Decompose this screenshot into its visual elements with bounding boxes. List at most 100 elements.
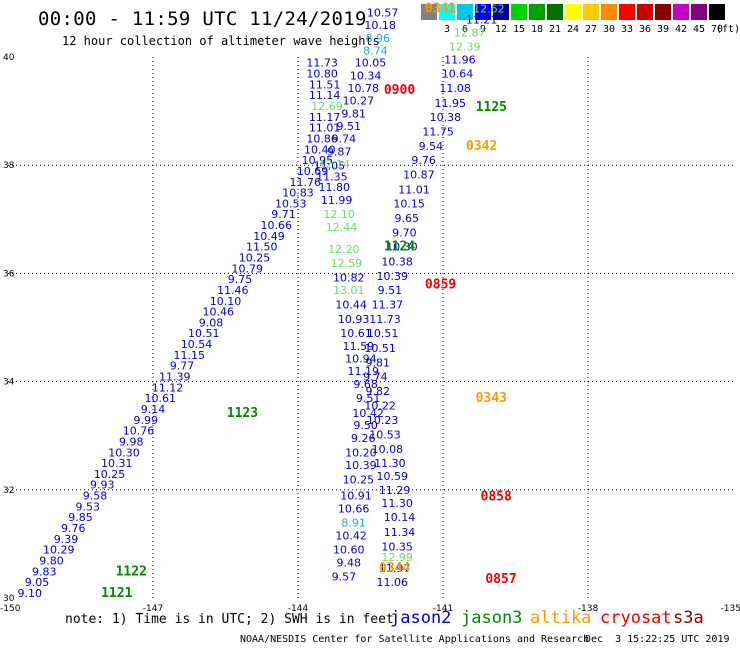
wave-height-reading: 10.34 [350,70,382,83]
wave-height-reading: 12.87 [454,26,486,39]
lon-tick-label: -144 [288,604,309,614]
pass-time-label: 1121 [101,586,132,601]
wave-height-reading: 9.54 [419,140,444,153]
wave-height-reading: 9.39 [54,533,79,546]
wave-height-reading: 11.75 [422,125,454,138]
legend-label: 33 [620,24,634,35]
sat-label-altika: altika [530,608,592,628]
wave-height-reading: 12.20 [328,243,360,256]
legend-swatch [439,4,455,20]
legend-label: 36 [638,24,652,35]
wave-height-reading: 11.21 [466,13,498,26]
legend-label: 39 [656,24,670,35]
wave-height-reading: 11.59 [343,340,375,353]
wave-height-reading: 10.51 [364,342,396,355]
wave-height-reading: 9.51 [378,284,403,297]
legend-swatch [691,4,707,20]
pass-time-label: 0858 [481,490,512,505]
wave-height-reading: 10.82 [333,272,365,285]
lon-tick-label: -138 [578,604,599,614]
wave-height-reading: 11.01 [309,122,341,135]
wave-height-reading: 9.99 [134,414,159,427]
wave-height-reading: 10.66 [338,503,370,516]
wave-height-reading: 11.14 [309,89,341,102]
wave-height-reading: 9.93 [90,479,115,492]
wave-height-reading: 9.53 [76,500,101,513]
wave-height-reading: 9.80 [39,554,64,567]
wave-height-reading: 10.39 [345,459,377,472]
legend-swatch [529,4,545,20]
wave-height-reading: 12.99 [381,551,413,564]
wave-height-reading: 10.15 [393,197,425,210]
wave-height-reading: 10.83 [282,187,314,200]
wave-height-reading: 9.50 [353,419,378,432]
wave-height-reading: 10.57 [367,6,399,19]
wave-height-reading: 9.81 [341,108,366,121]
legend-label: 24 [566,24,580,35]
wave-height-reading: 11.95 [435,97,467,110]
legend-swatch [637,4,653,20]
wave-height-reading: 10.38 [381,255,413,268]
wave-height-reading: 11.29 [379,484,411,497]
wave-height-reading: 11.30 [374,457,406,470]
lat-tick-label: 36 [3,269,15,279]
wave-height-reading: 11.39 [159,371,191,384]
wave-height-reading: 10.22 [364,400,396,413]
wave-height-reading: 10.29 [43,544,75,557]
wave-height-reading: 10.35 [381,540,413,553]
wave-height-reading: 10.59 [377,470,409,483]
wave-height-reading: 10.87 [403,169,435,182]
legend-swatch [583,4,599,20]
wave-height-reading: 11.46 [217,284,249,297]
wave-height-reading: 11.15 [174,349,206,362]
pass-time-label: 0341 [425,2,456,17]
pass-time-label: 1125 [476,100,507,115]
wave-height-reading: 10.08 [372,443,404,456]
wave-height-reading: 11.06 [377,576,409,589]
wave-height-reading: 11.99 [321,194,353,207]
legend-swatch [421,4,437,20]
wave-height-reading: 8.91 [341,517,366,530]
wave-height-reading: 9.57 [332,571,357,584]
wave-height-reading: 12.10 [323,208,355,221]
map-title: 00:00 - 11:59 UTC 11/24/2019 [38,8,367,30]
wave-height-reading: 11.01 [398,183,430,196]
lat-tick-label: 38 [3,161,15,171]
wave-height-reading: 12.44 [326,221,358,234]
sat-label-cryosat: cryosat [600,608,672,628]
lon-tick-label: -141 [433,604,453,614]
wave-height-reading: 12.62 [473,3,505,16]
wave-height-reading: 9.58 [83,490,108,503]
wave-height-reading: 9.48 [337,557,362,570]
wave-height-reading: 9.26 [351,432,376,445]
legend-swatch [709,4,725,20]
pass-time-label: 0857 [485,572,516,587]
wave-height-reading: 10.30 [386,241,418,254]
wave-height-reading: 11.30 [381,497,413,510]
wave-height-reading: 11.97 [379,562,411,575]
legend-swatch [547,4,563,20]
wave-height-reading: 10.18 [364,19,396,32]
wave-height-reading: 11.50 [246,241,278,254]
legend-label: 3 [443,24,451,35]
wave-height-reading: 9.85 [68,511,93,524]
wave-height-reading: 8.74 [363,44,388,57]
wave-height-reading: 10.25 [239,251,271,264]
wave-height-reading: 10.20 [345,446,377,459]
legend-swatch [493,4,509,20]
legend-swatch [655,4,671,20]
wave-height-reading: 11.08 [439,82,471,95]
wave-height-reading: 10.44 [335,299,367,312]
wave-height-reading: 10.42 [335,530,367,543]
wave-height-reading: 9.14 [141,403,166,416]
sat-label-s3a: s3a [673,608,704,628]
wave-height-reading: 9.81 [366,356,391,369]
legend-label: 70 [710,24,724,35]
wave-height-reading: 11.19 [348,365,380,378]
wave-height-reading: 10.66 [261,219,293,232]
wave-height-reading: 12.14 [319,158,351,171]
legend-label: 6 [461,24,469,35]
wave-height-reading: 10.61 [340,327,372,340]
wave-height-reading: 11.73 [369,313,401,326]
wave-height-reading: 10.38 [430,111,462,124]
